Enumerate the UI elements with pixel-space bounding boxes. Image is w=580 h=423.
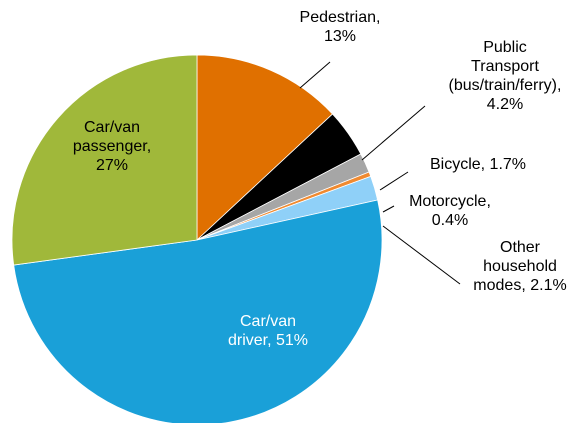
leader-line [382,225,461,285]
slice-label: Bicycle, 1.7% [430,155,526,174]
value-label: 27% [95,157,129,174]
leader-line [382,205,395,213]
slice-label: Public Transport (bus/train/ferry), 4.2% [449,38,562,114]
slice-label: Other household modes, 2.1% [473,238,566,295]
category-label: Car/van passenger, [72,119,152,155]
leader-line [379,171,409,191]
slice-label: Car/van driver, 51% [228,312,308,350]
value-label: 4.2% [486,96,524,113]
category-label: Other household modes, [473,239,557,294]
category-label: Car/van driver, [227,313,297,349]
pie-slice [13,199,383,423]
slice-label: Car/van passenger, 27% [73,118,151,175]
pie-slice [11,54,198,266]
category-label: Motorcycle, [409,193,491,210]
category-label: Public Transport (bus/train/ferry), [448,39,562,94]
category-label: Pedestrian, [299,9,381,26]
value-label: 13% [323,28,357,45]
slice-label: Pedestrian, 13% [300,8,381,46]
value-label: 0.4% [431,212,469,229]
leader-line [299,61,331,89]
slice-label: Motorcycle, 0.4% [409,192,491,230]
category-label: Bicycle, [429,156,486,173]
value-label: 51% [276,332,309,349]
leader-line [361,105,426,161]
value-label: 2.1% [530,277,567,294]
pie-slice [196,54,334,241]
value-label: 1.7% [489,156,527,173]
